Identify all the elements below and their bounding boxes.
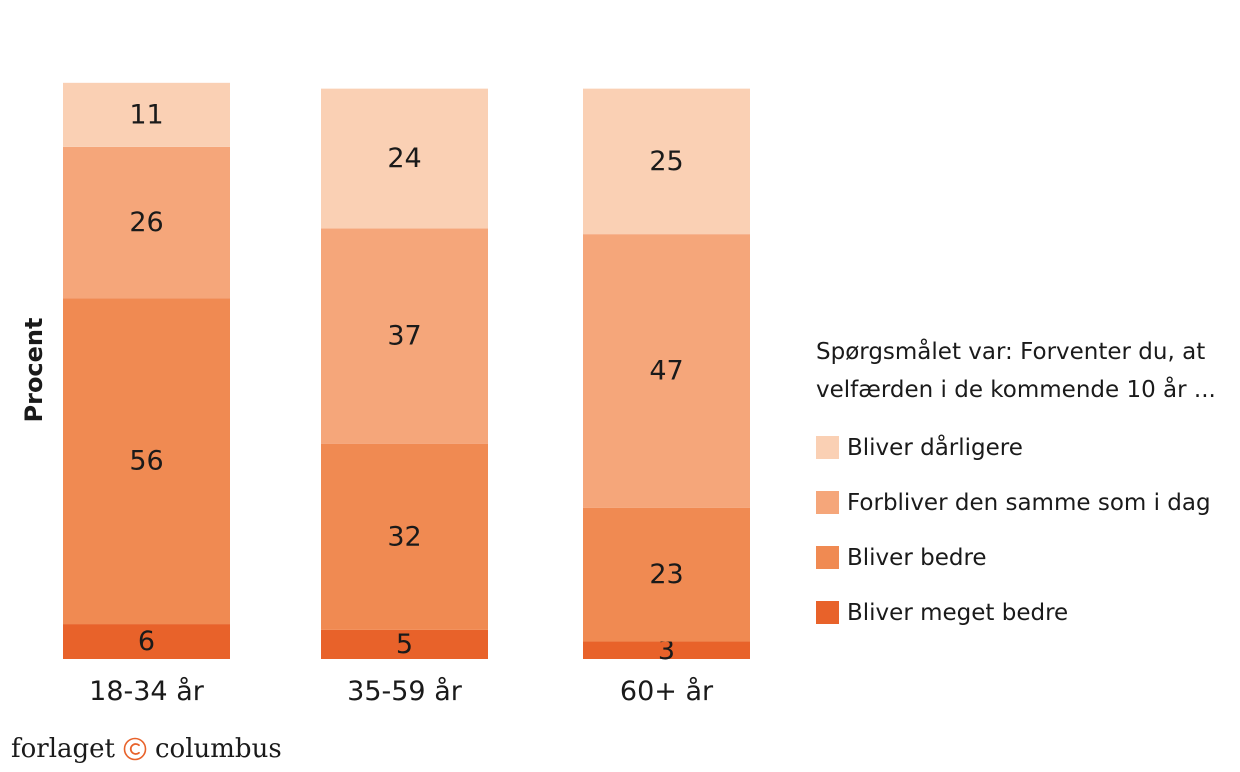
legend-item-bliver-daarligere: Bliver dårligere bbox=[816, 420, 1211, 475]
legend-item-bliver-bedre: Bliver bedre bbox=[816, 530, 1211, 585]
bar-value-label: 32 bbox=[387, 521, 421, 552]
legend-swatch bbox=[816, 436, 839, 459]
category-label: 60+ år bbox=[620, 676, 714, 707]
bar-value-label: 23 bbox=[649, 559, 683, 590]
legend-label: Bliver dårligere bbox=[847, 434, 1023, 461]
y-axis-label: Procent bbox=[20, 318, 48, 423]
bar-value-label: 56 bbox=[129, 446, 163, 477]
legend-title: Spørgsmålet var: Forventer du, at velfær… bbox=[816, 339, 1216, 403]
bar-segment bbox=[583, 88, 750, 235]
bar-segment bbox=[63, 146, 230, 299]
bar-segment bbox=[321, 228, 488, 444]
copyright-c-icon bbox=[123, 737, 147, 761]
bar-segment bbox=[321, 629, 488, 659]
bar-value-label: 24 bbox=[387, 143, 421, 174]
bar-segment bbox=[583, 234, 750, 508]
bar-value-label: 3 bbox=[658, 635, 675, 666]
bar-value-label: 6 bbox=[138, 626, 155, 657]
bar-value-label: 25 bbox=[649, 146, 683, 177]
logo-text-left: forlaget bbox=[11, 734, 115, 764]
legend-label: Forbliver den samme som i dag bbox=[847, 489, 1211, 516]
bar-segment bbox=[63, 298, 230, 625]
bar-value-label: 5 bbox=[396, 629, 413, 660]
bar-value-label: 26 bbox=[129, 207, 163, 238]
publisher-logo: forlaget columbus bbox=[11, 734, 282, 764]
legend-item-forbliver-den-samme: Forbliver den samme som i dag bbox=[816, 475, 1211, 530]
legend-swatch bbox=[816, 546, 839, 569]
bar-value-label: 37 bbox=[387, 320, 421, 351]
legend-swatch bbox=[816, 491, 839, 514]
stacked-bar-chart: Procent 6 56 26 11 18-34 år 5 32 37 24 35-59 år 3 2… bbox=[20, 82, 750, 707]
legend-swatch bbox=[816, 601, 839, 624]
bar-segment bbox=[63, 624, 230, 659]
bar-value-label: 47 bbox=[649, 355, 683, 386]
legend: Bliver dårligere Forbliver den samme som… bbox=[816, 420, 1211, 640]
category-label: 18-34 år bbox=[89, 676, 205, 707]
bar-segment bbox=[583, 507, 750, 642]
legend-item-bliver-meget-bedre: Bliver meget bedre bbox=[816, 585, 1211, 640]
bar-segment bbox=[583, 641, 750, 659]
logo-text-right: columbus bbox=[155, 734, 282, 764]
bar-segment bbox=[63, 82, 230, 147]
bar-segment bbox=[321, 443, 488, 630]
legend-label: Bliver meget bedre bbox=[847, 599, 1069, 626]
bar-value-label: 11 bbox=[129, 99, 163, 130]
legend-label: Bliver bedre bbox=[847, 544, 987, 571]
category-label: 35-59 år bbox=[347, 676, 463, 707]
bars-group: 6 56 26 11 18-34 år 5 32 37 24 35-59 år 3 23 47 25 60+… bbox=[63, 82, 750, 707]
bar-segment bbox=[321, 88, 488, 229]
